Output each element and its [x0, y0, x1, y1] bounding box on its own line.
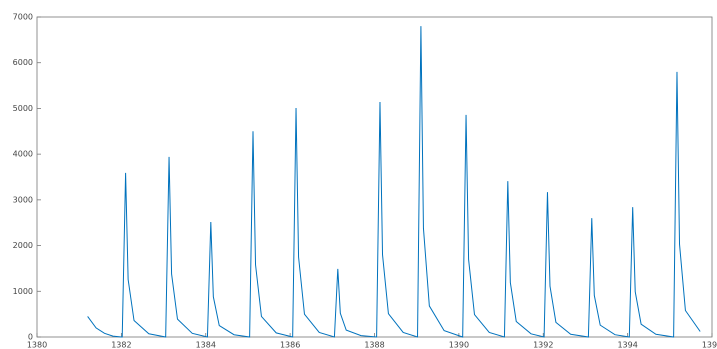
x-tick-label: 1390 — [449, 341, 469, 349]
y-tick-label: 4000 — [13, 150, 33, 159]
x-tick-label: 1396 — [702, 341, 717, 349]
y-tick-label: 5000 — [13, 104, 33, 113]
y-tick-label: 0 — [28, 333, 33, 342]
y-tick-label: 3000 — [13, 195, 33, 204]
x-tick-label: 1386 — [280, 341, 300, 349]
plot-frame — [36, 16, 713, 338]
y-tick-label: 2000 — [13, 241, 33, 250]
y-tick-label: 7000 — [13, 13, 33, 22]
x-tick-label: 1380 — [27, 341, 47, 349]
x-tick-label: 1388 — [364, 341, 384, 349]
x-tick-label: 1394 — [617, 341, 637, 349]
x-tick-label: 1384 — [196, 341, 216, 349]
x-tick-label: 1382 — [111, 341, 131, 349]
y-tick-label: 1000 — [13, 287, 33, 296]
x-tick-label: 1392 — [533, 341, 553, 349]
data-line — [87, 26, 701, 338]
y-tick-label: 6000 — [13, 58, 33, 67]
